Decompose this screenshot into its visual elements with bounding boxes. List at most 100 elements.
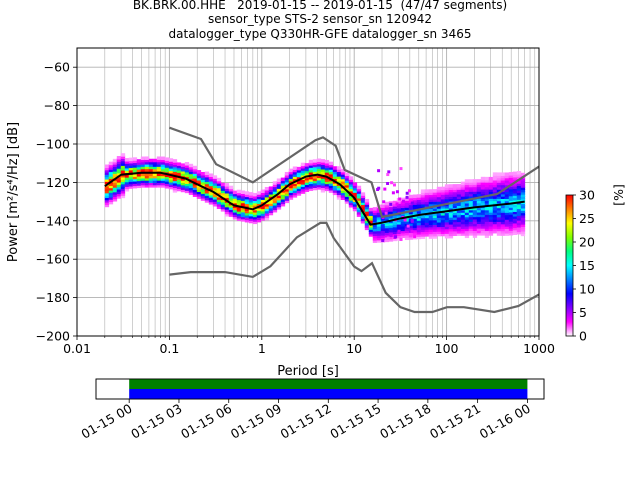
title-line-1: BK.BRK.00.HHE 2019-01-15 -- 2019-01-15 (…	[132, 0, 508, 12]
histogram-cell	[448, 221, 454, 225]
histogram-cell	[504, 195, 510, 200]
histogram-cell	[368, 207, 374, 212]
histogram-cell	[404, 204, 410, 208]
histogram-cell	[280, 202, 286, 207]
histogram-cell	[504, 209, 510, 213]
histogram-cell	[410, 218, 414, 222]
histogram-cell	[480, 229, 486, 234]
histogram-cell	[188, 170, 194, 175]
histogram-cell	[104, 169, 110, 173]
histogram-cell	[504, 197, 510, 202]
histogram-cell	[476, 202, 482, 206]
histogram-cell	[188, 184, 194, 189]
histogram-cell	[236, 201, 242, 205]
histogram-cell	[512, 194, 518, 199]
x-tick-label: 1000	[523, 341, 555, 356]
histogram-cell	[188, 166, 194, 170]
histogram-cell	[224, 189, 230, 194]
histogram-cell	[428, 214, 434, 219]
histogram-cell	[348, 176, 354, 180]
histogram-cell	[444, 214, 450, 218]
histogram-cell	[192, 165, 198, 170]
histogram-cell	[352, 200, 358, 205]
histogram-cell	[456, 204, 462, 209]
histogram-cell	[396, 204, 402, 209]
histogram-cell	[296, 166, 302, 171]
histogram-cell	[377, 169, 381, 173]
histogram-cell	[416, 201, 422, 205]
histogram-cell	[296, 173, 302, 178]
histogram-cell	[424, 196, 430, 200]
histogram-cell	[520, 232, 526, 237]
histogram-cell	[372, 216, 378, 220]
histogram-cell	[348, 178, 354, 183]
histogram-cell	[188, 182, 194, 186]
histogram-cell	[144, 167, 150, 172]
histogram-cell	[132, 159, 138, 164]
histogram-cell	[360, 194, 366, 199]
histogram-cell	[172, 166, 178, 170]
histogram-cell	[148, 158, 154, 163]
histogram-cell	[200, 197, 206, 201]
histogram-cell	[216, 200, 222, 205]
histogram-cell	[244, 214, 250, 218]
histogram-cell	[316, 160, 322, 165]
histogram-cell	[208, 194, 214, 198]
histogram-cell	[396, 214, 402, 218]
histogram-cell	[228, 192, 234, 197]
histogram-cell	[460, 211, 466, 216]
histogram-cell	[356, 206, 362, 210]
histogram-cell	[252, 215, 258, 220]
histogram-cell	[368, 233, 374, 237]
histogram-cell	[268, 191, 274, 195]
histogram-cell	[480, 215, 486, 220]
histogram-cell	[204, 183, 210, 187]
histogram-cell	[380, 211, 386, 215]
histogram-cell	[256, 200, 262, 204]
histogram-cell	[104, 164, 110, 169]
histogram-cell	[168, 174, 174, 178]
histogram-cell	[144, 163, 150, 167]
histogram-cell	[488, 179, 494, 183]
histogram-cell	[304, 167, 310, 172]
histogram-cell	[420, 189, 426, 193]
y-tick-label: −140	[36, 213, 70, 228]
data-segments-bar	[129, 379, 528, 389]
timeline-tick-label: 01-15 21	[427, 401, 483, 442]
histogram-cell	[424, 203, 430, 207]
histogram-cell	[256, 209, 262, 214]
histogram-cell	[308, 185, 314, 189]
histogram-cell	[416, 228, 422, 233]
histogram-cell	[104, 176, 110, 180]
histogram-cell	[316, 179, 322, 183]
histogram-cell	[508, 222, 514, 227]
histogram-cell	[224, 187, 230, 192]
histogram-cell	[408, 206, 414, 210]
histogram-cell	[316, 167, 322, 172]
histogram-cell	[108, 191, 114, 196]
histogram-cell	[428, 189, 434, 193]
histogram-cell	[260, 212, 266, 217]
histogram-cell	[324, 159, 330, 164]
histogram-cell	[212, 198, 218, 202]
histogram-cell	[492, 211, 498, 216]
histogram-cell	[180, 184, 186, 188]
histogram-cell	[512, 222, 518, 226]
histogram-cell	[504, 177, 510, 181]
histogram-cell	[168, 178, 174, 183]
histogram-cell	[464, 199, 470, 204]
histogram-cell	[460, 213, 466, 218]
histogram-cell	[216, 203, 222, 207]
histogram-cell	[508, 174, 514, 178]
histogram-cell	[516, 203, 522, 207]
histogram-cell	[424, 233, 430, 237]
histogram-cell	[500, 204, 506, 209]
histogram-cell	[120, 176, 126, 180]
histogram-cell	[316, 163, 322, 167]
histogram-cell	[440, 214, 446, 218]
histogram-cell	[436, 221, 442, 225]
histogram-cell	[400, 197, 406, 202]
histogram-cell	[344, 191, 350, 195]
histogram-cell	[368, 230, 374, 235]
histogram-cell	[224, 208, 230, 212]
